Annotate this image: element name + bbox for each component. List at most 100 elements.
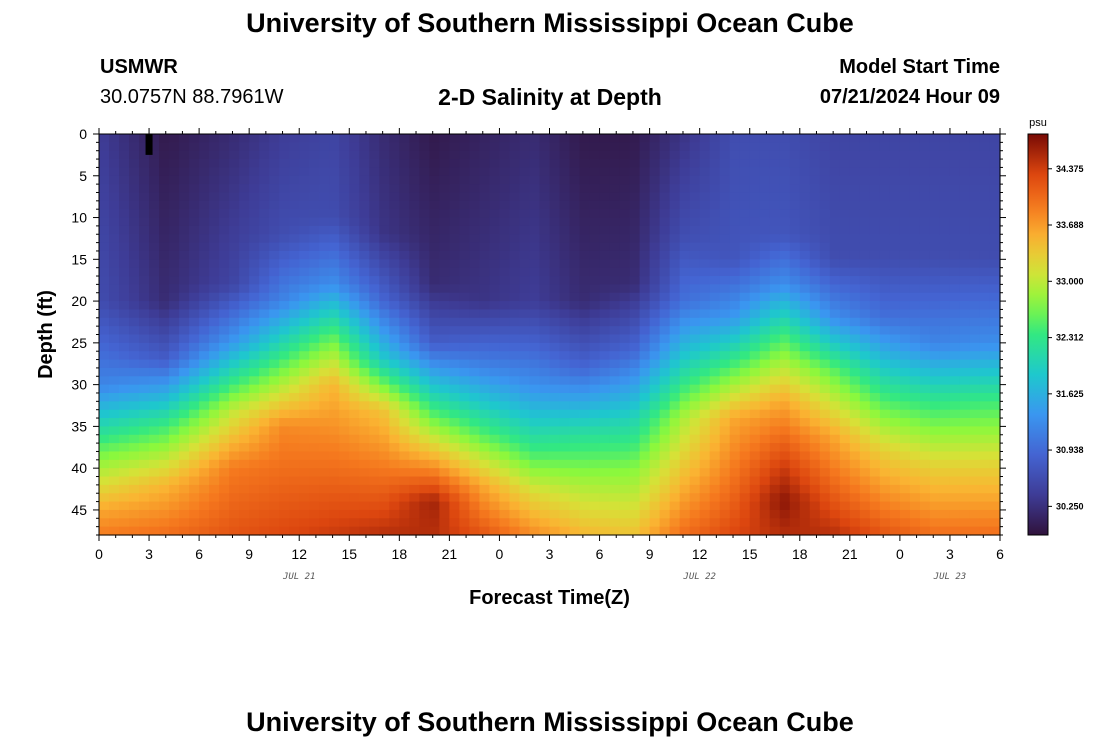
heatmap-cell [159,484,170,494]
heatmap-cell [189,234,200,244]
heatmap-cell [769,301,781,311]
heatmap-cell [649,159,661,169]
heatmap-cell [629,367,641,377]
heatmap-cell [159,451,170,461]
heatmap-cell [389,159,400,169]
heatmap-cell [489,443,501,453]
heatmap-cell [839,443,851,453]
heatmap-cell [759,434,771,444]
heatmap-cell [579,518,591,528]
heatmap-cell [329,451,340,461]
heatmap-cell [579,434,591,444]
heatmap-cell [969,150,981,160]
model-start-label: Model Start Time [839,56,1000,78]
heatmap-cell [219,259,230,269]
heatmap-cell [779,267,791,277]
heatmap-cell [969,451,981,461]
heatmap-cell [699,376,711,386]
heatmap-cell [499,342,511,352]
heatmap-cell [659,484,671,494]
heatmap-cell [209,217,220,227]
heatmap-cell [109,401,120,411]
heatmap-cell [609,459,621,469]
heatmap-cell [129,250,140,260]
heatmap-cell [99,518,110,528]
heatmap-cell [289,501,300,511]
heatmap-cell [729,200,741,210]
heatmap-cell [419,225,430,235]
heatmap-cell [979,509,991,519]
heatmap-cell [569,167,581,177]
heatmap-cell [259,175,270,185]
heatmap-cell [589,376,601,386]
heatmap-cell [409,317,420,327]
heatmap-cell [239,392,250,402]
heatmap-cell [799,418,811,427]
heatmap-cell [519,317,531,327]
heatmap-cell [599,200,611,210]
heatmap-cell [639,267,651,277]
heatmap-cell [269,334,280,344]
heatmap-cell [189,334,200,344]
heatmap-cell [699,217,711,227]
heatmap-cell [329,342,340,352]
heatmap-cell [169,317,180,327]
heatmap-cell [279,501,290,511]
heatmap-cell [509,409,521,419]
heatmap-cell [539,526,551,536]
heatmap-cell [259,259,270,269]
heatmap-cell [779,134,791,143]
heatmap-cell [689,150,701,160]
heatmap-cell [339,309,350,319]
heatmap-cell [369,418,380,427]
heatmap-cell [619,501,631,511]
heatmap-cell [819,426,831,436]
heatmap-cell [789,376,801,386]
heatmap-cell [169,150,180,160]
heatmap-cell [599,434,611,444]
heatmap-cell [219,284,230,294]
heatmap-cell [389,242,400,252]
heatmap-cell [579,159,591,169]
heatmap-cell [239,468,250,478]
heatmap-cell [789,426,801,436]
heatmap-cell [569,159,581,169]
heatmap-cell [239,301,250,311]
heatmap-cell [739,484,751,494]
heatmap-cell [719,225,731,235]
heatmap-cell [549,209,561,219]
heatmap-cell [569,234,581,244]
heatmap-cell [389,317,400,327]
heatmap-cell [129,209,140,219]
heatmap-cell [259,200,270,210]
heatmap-cell [379,292,390,302]
heatmap-cell [449,175,460,185]
heatmap-cell [119,301,130,311]
heatmap-cell [99,376,110,386]
heatmap-cell [859,242,871,252]
heatmap-cell [969,142,981,152]
heatmap-cell [319,217,330,227]
heatmap-cell [109,501,120,511]
heatmap-cell [929,359,941,369]
heatmap-cell [849,351,861,361]
heatmap-cell [489,234,501,244]
heatmap-cell [459,234,471,244]
heatmap-cell [459,259,471,269]
heatmap-cell [809,225,821,235]
heatmap-cell [719,334,731,344]
station-id: USMWR [100,56,178,78]
heatmap-cell [729,167,741,177]
heatmap-cell [149,359,160,369]
heatmap-cell [279,167,290,177]
x-tick-label: 0 [896,546,904,562]
heatmap-cell [949,276,961,285]
heatmap-cell [679,509,691,519]
heatmap-cell [129,418,140,427]
heatmap-cell [929,434,941,444]
heatmap-cell [759,418,771,427]
heatmap-cell [779,167,791,177]
heatmap-cell [169,209,180,219]
heatmap-cell [899,384,911,394]
heatmap-cell [549,418,561,427]
